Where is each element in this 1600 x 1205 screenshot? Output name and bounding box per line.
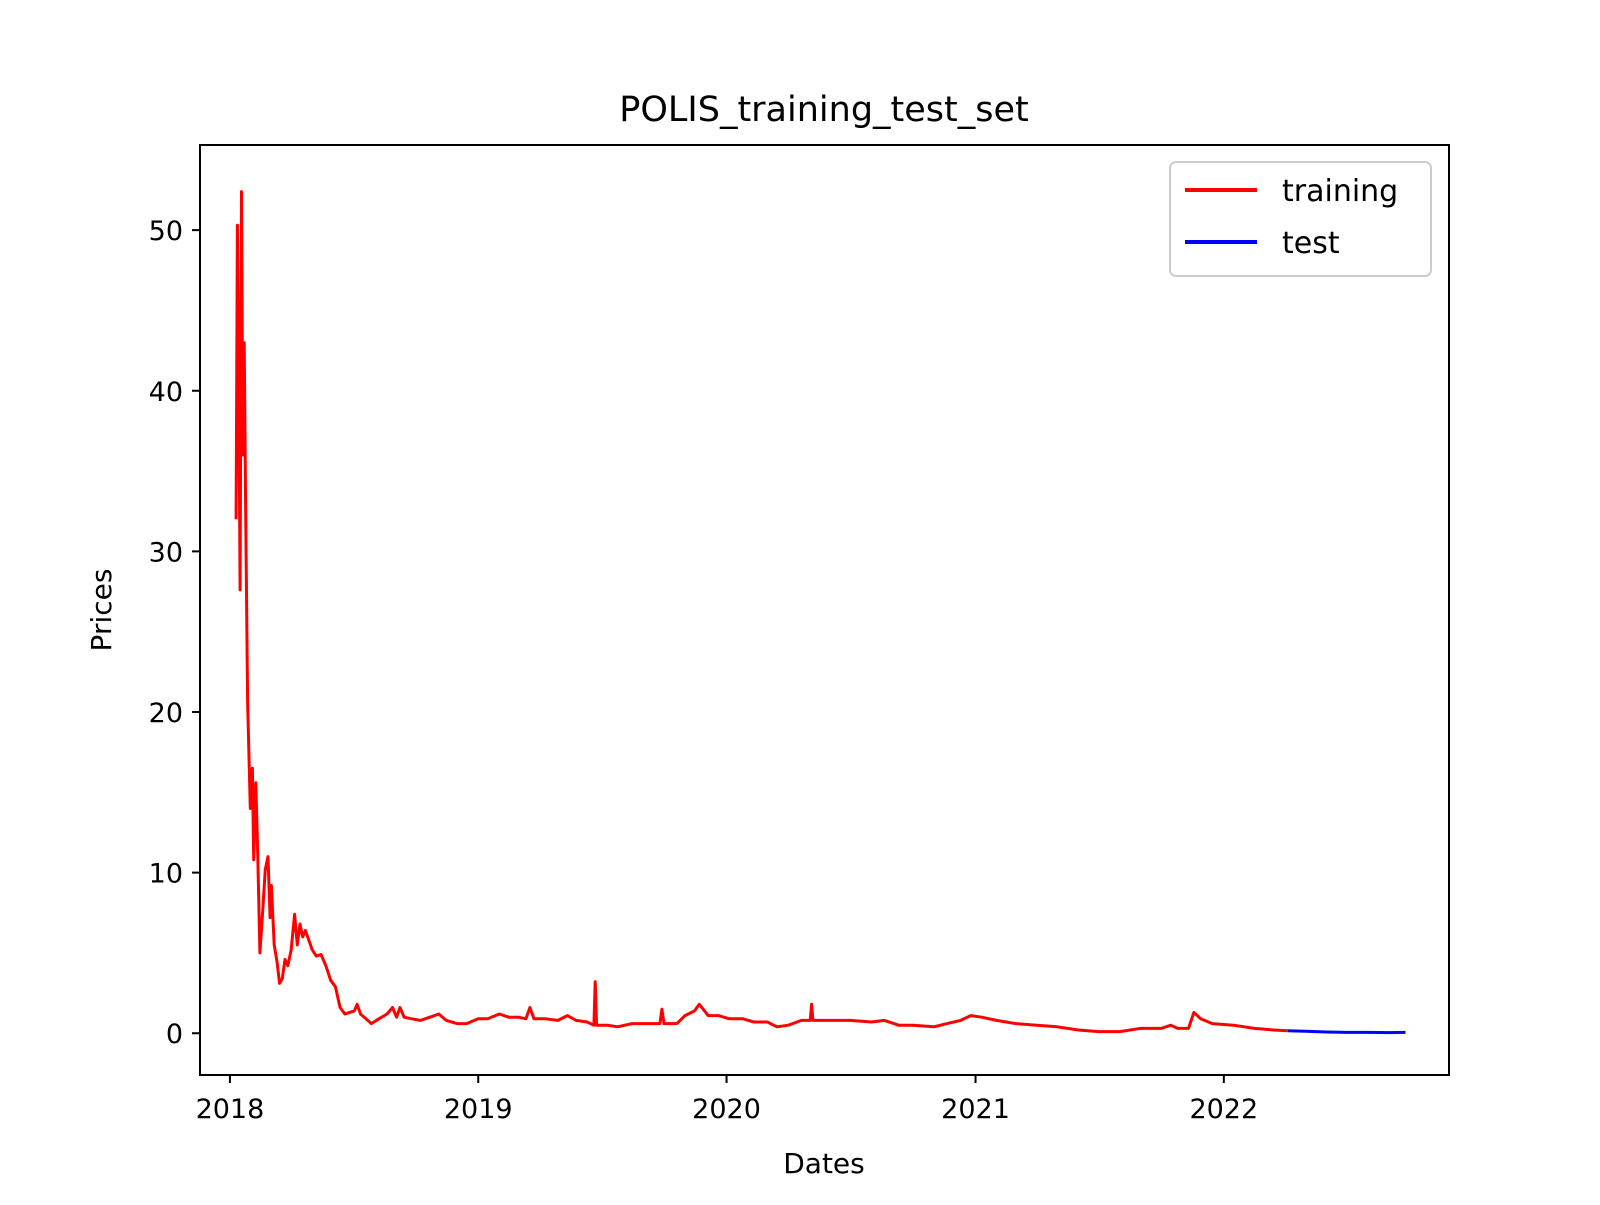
series-line-test — [1287, 1029, 1406, 1035]
y-tick-label-0: 0 — [166, 1019, 183, 1050]
x-tick-label-2018: 2018 — [196, 1094, 265, 1125]
y-tick-label-40: 40 — [149, 377, 183, 408]
series-line-training — [234, 190, 1288, 1034]
y-axis-label: Prices — [85, 569, 118, 652]
legend: training test — [1169, 161, 1432, 277]
x-tick-label-2022: 2022 — [1189, 1094, 1258, 1125]
chart-title: POLIS_training_test_set — [619, 90, 1029, 130]
ticks-layer: 2018 2019 2020 2021 2022 0 10 20 30 40 50 — [149, 216, 1259, 1125]
plot-area — [200, 145, 1449, 1075]
x-axis-label: Dates — [783, 1147, 865, 1180]
series-layer — [234, 190, 1406, 1035]
legend-label-training: training — [1282, 174, 1398, 209]
x-tick-label-2019: 2019 — [444, 1094, 513, 1125]
y-tick-label-10: 10 — [149, 859, 183, 890]
axes-frame — [199, 144, 1450, 1076]
x-tick-label-2021: 2021 — [941, 1094, 1010, 1125]
y-tick-label-20: 20 — [149, 698, 183, 729]
legend-label-test: test — [1282, 226, 1340, 261]
y-tick-label-30: 30 — [149, 537, 183, 568]
x-tick-label-2020: 2020 — [692, 1094, 761, 1125]
y-tick-label-50: 50 — [149, 216, 183, 247]
